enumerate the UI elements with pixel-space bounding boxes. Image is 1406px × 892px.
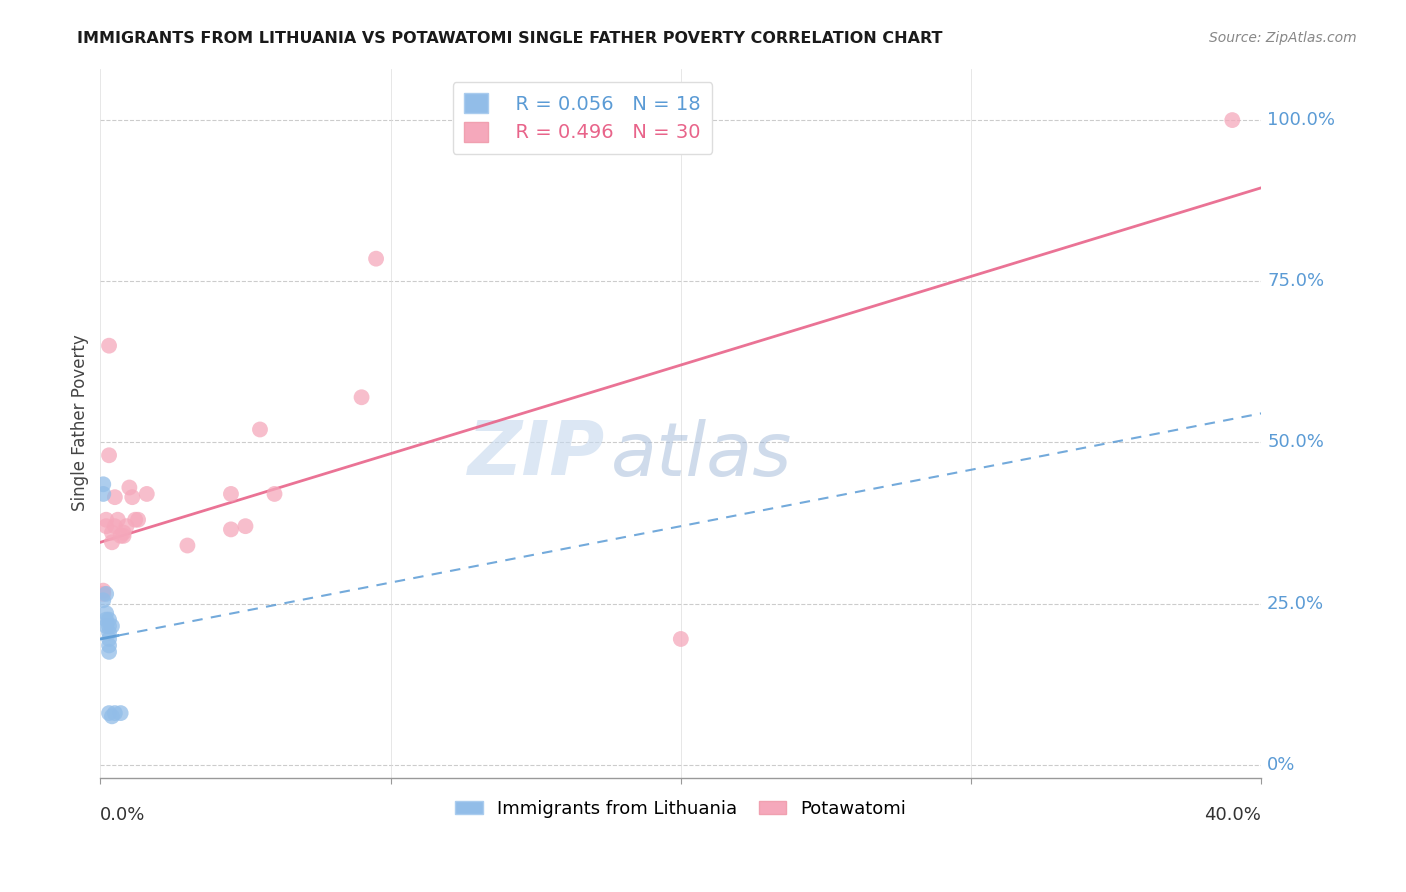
Text: 25.0%: 25.0% [1267, 595, 1324, 613]
Point [118, 481, 141, 495]
Point [91, 593, 114, 607]
Text: 50.0%: 50.0% [1267, 434, 1324, 451]
Point [104, 519, 127, 533]
Text: Source: ZipAtlas.com: Source: ZipAtlas.com [1209, 31, 1357, 45]
Point [96, 519, 118, 533]
Point [104, 706, 127, 720]
Point [219, 522, 242, 536]
Point [98, 625, 121, 640]
Text: 40.0%: 40.0% [1205, 806, 1261, 824]
Point [107, 513, 129, 527]
Point [110, 706, 132, 720]
Y-axis label: Single Father Poverty: Single Father Poverty [72, 334, 89, 511]
Point [249, 422, 271, 436]
Point [127, 513, 149, 527]
Point [91, 587, 114, 601]
Point [263, 487, 285, 501]
Point [96, 587, 118, 601]
Point [101, 525, 124, 540]
Point [124, 513, 146, 527]
Point [135, 487, 157, 501]
Text: 0.0%: 0.0% [100, 806, 146, 824]
Point [115, 519, 138, 533]
Text: 75.0%: 75.0% [1267, 272, 1324, 290]
Text: IMMIGRANTS FROM LITHUANIA VS POTAWATOMI SINGLE FATHER POVERTY CORRELATION CHART: IMMIGRANTS FROM LITHUANIA VS POTAWATOMI … [77, 31, 943, 46]
Text: ZIP: ZIP [468, 418, 606, 491]
Point [176, 539, 198, 553]
Point [350, 390, 373, 404]
Point [96, 513, 118, 527]
Point [101, 535, 124, 549]
Point [219, 487, 242, 501]
Point [101, 619, 124, 633]
Point [98, 645, 121, 659]
Point [669, 632, 692, 646]
Point [364, 252, 387, 266]
Point [101, 709, 124, 723]
Point [121, 490, 143, 504]
Point [98, 706, 121, 720]
Point [91, 487, 114, 501]
Point [91, 477, 114, 491]
Text: atlas: atlas [612, 419, 793, 491]
Legend: Immigrants from Lithuania, Potawatomi: Immigrants from Lithuania, Potawatomi [449, 793, 914, 825]
Point [235, 519, 257, 533]
Point [110, 529, 132, 543]
Point [96, 619, 118, 633]
Point [96, 613, 118, 627]
Text: 0%: 0% [1267, 756, 1295, 773]
Point [98, 448, 121, 462]
Point [96, 606, 118, 620]
Point [98, 613, 121, 627]
Point [112, 525, 135, 540]
Point [98, 619, 121, 633]
Point [91, 583, 114, 598]
Point [98, 339, 121, 353]
Text: 100.0%: 100.0% [1267, 112, 1336, 129]
Point [112, 529, 135, 543]
Point [98, 632, 121, 646]
Point [104, 490, 127, 504]
Point [1220, 113, 1243, 128]
Point [98, 639, 121, 653]
